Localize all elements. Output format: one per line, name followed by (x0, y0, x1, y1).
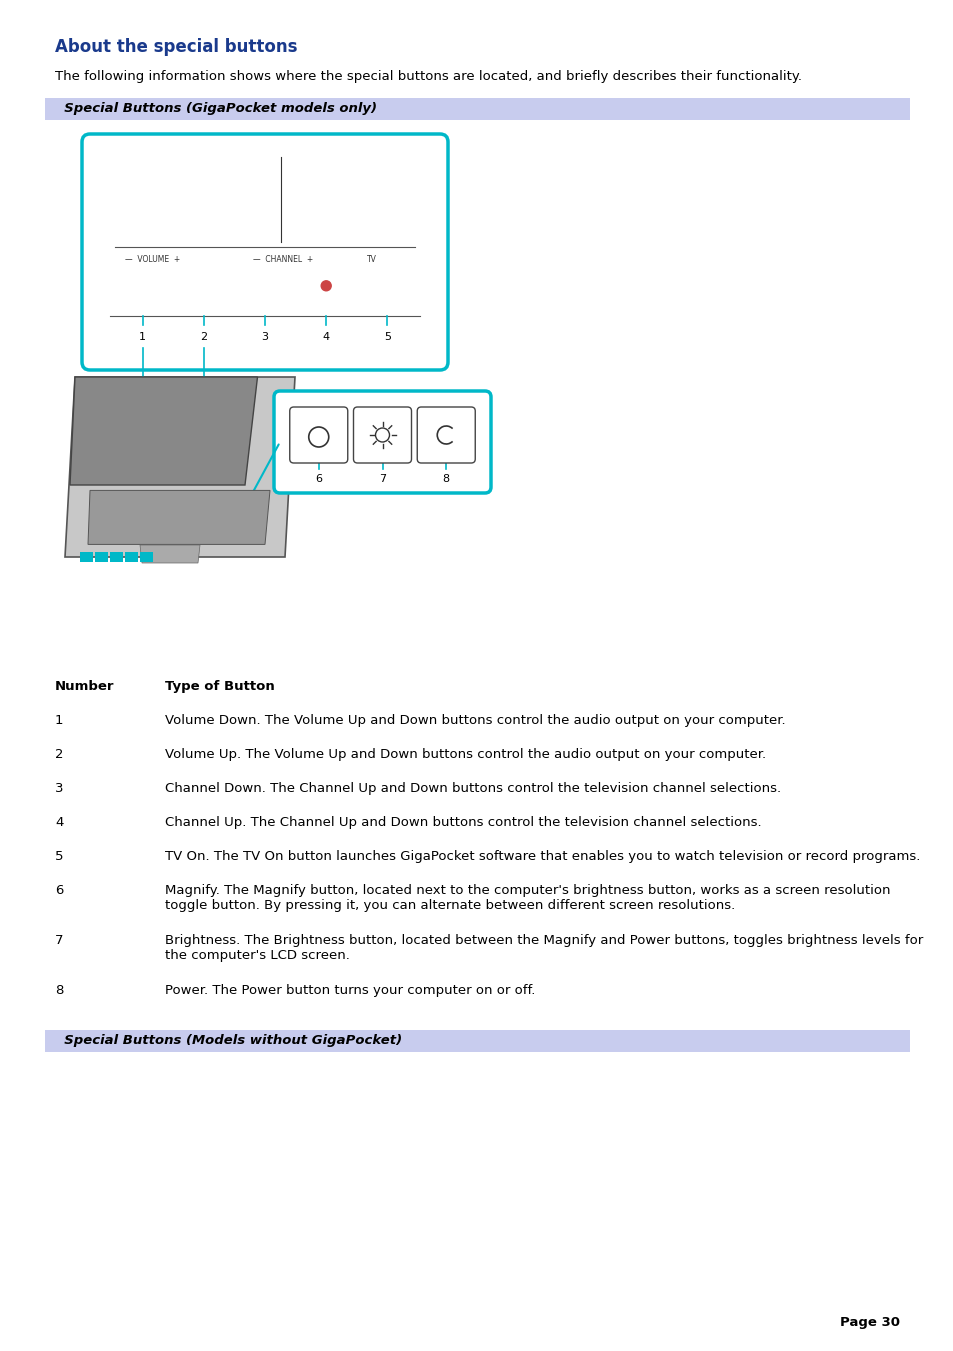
Text: Magnify. The Magnify button, located next to the computer's brightness button, w: Magnify. The Magnify button, located nex… (165, 884, 889, 912)
Text: 6: 6 (55, 884, 63, 897)
Bar (356, 273, 417, 311)
Bar (95, 553, 108, 562)
Text: 7: 7 (55, 934, 64, 947)
Text: The following information shows where the special buttons are located, and brief: The following information shows where th… (55, 70, 801, 82)
Bar (295, 273, 356, 311)
Text: 2: 2 (55, 748, 64, 761)
Text: Channel Up. The Channel Up and Down buttons control the television channel selec: Channel Up. The Channel Up and Down butt… (165, 816, 760, 830)
Bar (234, 273, 295, 311)
Text: 5: 5 (383, 332, 391, 343)
Bar (80, 553, 92, 562)
Bar (140, 553, 152, 562)
Polygon shape (70, 377, 257, 485)
Text: 2: 2 (200, 332, 207, 343)
Text: 1: 1 (139, 332, 146, 343)
Bar (110, 553, 123, 562)
Bar (173, 273, 234, 311)
FancyBboxPatch shape (354, 407, 411, 463)
Circle shape (321, 281, 331, 290)
Bar (45, 1029, 909, 1052)
Text: TV: TV (367, 254, 376, 263)
Text: Page 30: Page 30 (840, 1316, 899, 1329)
Text: —  VOLUME  +: — VOLUME + (125, 254, 180, 263)
Text: Power. The Power button turns your computer on or off.: Power. The Power button turns your compu… (165, 984, 535, 997)
FancyBboxPatch shape (274, 390, 491, 493)
Text: About the special buttons: About the special buttons (55, 38, 297, 55)
Text: 6: 6 (314, 474, 322, 484)
Bar (125, 553, 138, 562)
Polygon shape (88, 490, 270, 544)
Text: Volume Up. The Volume Up and Down buttons control the audio output on your compu: Volume Up. The Volume Up and Down button… (165, 748, 765, 761)
Polygon shape (140, 544, 200, 563)
Text: Special Buttons (GigaPocket models only): Special Buttons (GigaPocket models only) (55, 101, 376, 115)
Text: Volume Down. The Volume Up and Down buttons control the audio output on your com: Volume Down. The Volume Up and Down butt… (165, 713, 785, 727)
Text: 1: 1 (55, 713, 64, 727)
Bar (110, 157, 419, 242)
Polygon shape (65, 377, 294, 557)
FancyBboxPatch shape (82, 134, 448, 370)
Text: 4: 4 (55, 816, 63, 830)
Text: Number: Number (55, 680, 114, 693)
Text: 8: 8 (55, 984, 63, 997)
Bar (110, 157, 419, 347)
Bar (112, 273, 173, 311)
Text: 3: 3 (55, 782, 64, 794)
Text: TV On. The TV On button launches GigaPocket software that enables you to watch t: TV On. The TV On button launches GigaPoc… (165, 850, 920, 863)
Text: Special Buttons (Models without GigaPocket): Special Buttons (Models without GigaPock… (55, 1034, 402, 1047)
Text: 5: 5 (55, 850, 64, 863)
Text: 8: 8 (442, 474, 450, 484)
Text: Brightness. The Brightness button, located between the Magnify and Power buttons: Brightness. The Brightness button, locat… (165, 934, 923, 962)
Text: 7: 7 (378, 474, 386, 484)
FancyBboxPatch shape (290, 407, 348, 463)
Text: —  CHANNEL  +: — CHANNEL + (253, 254, 313, 263)
Text: Channel Down. The Channel Up and Down buttons control the television channel sel: Channel Down. The Channel Up and Down bu… (165, 782, 781, 794)
Bar (45, 99, 909, 120)
Text: 3: 3 (261, 332, 268, 343)
FancyBboxPatch shape (416, 407, 475, 463)
Text: Type of Button: Type of Button (165, 680, 274, 693)
Text: 4: 4 (322, 332, 330, 343)
